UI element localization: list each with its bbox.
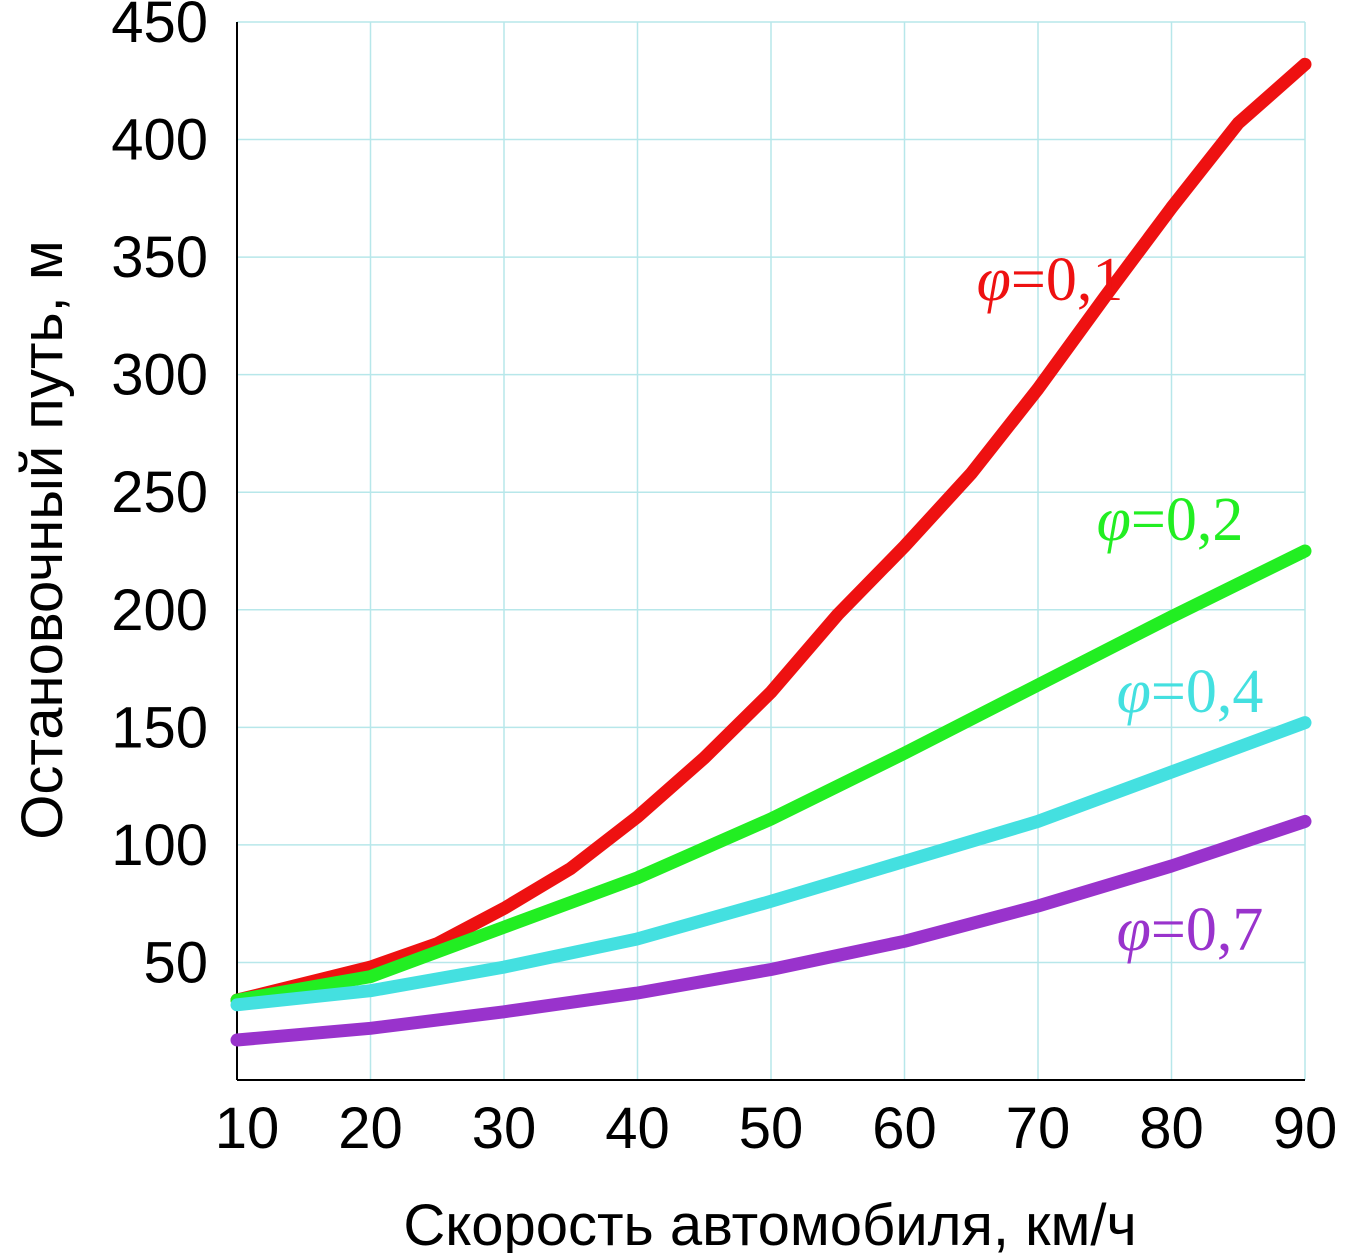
y-tick-label-150: 150 [111,695,208,760]
y-tick-label-350: 350 [111,225,208,290]
x-tick-label-50: 50 [739,1096,804,1161]
x-tick-label-90: 90 [1273,1096,1338,1161]
y-axis-title: Остановочный путь, м [10,240,75,839]
x-tick-label-60: 60 [872,1096,937,1161]
x-tick-label-70: 70 [1006,1096,1071,1161]
series-label-4: φ=0,7 [1117,896,1264,964]
y-tick-label-200: 200 [111,578,208,643]
series-label-1: φ=0,1 [977,246,1124,314]
x-tick-label-10: 10 [215,1096,280,1161]
series-label-2: φ=0,2 [1097,486,1244,554]
series-line-1 [230,57,1312,1007]
series-line-3 [230,716,1312,1012]
series-line-4 [230,814,1312,1047]
series-lines [230,57,1312,1047]
grid [237,21,1306,1080]
y-tick-label-450: 450 [111,0,208,55]
y-tick-label-100: 100 [111,813,208,878]
x-tick-label-20: 20 [338,1096,403,1161]
x-tick-label-40: 40 [605,1096,670,1161]
series-label-3: φ=0,4 [1117,658,1264,726]
y-tick-label-50: 50 [143,930,208,995]
y-tick-label-300: 300 [111,343,208,408]
series-line-2 [230,544,1312,1007]
x-axis-title: Скорость автомобиля, км/ч [403,1193,1136,1253]
y-tick-label-400: 400 [111,108,208,173]
x-tick-label-30: 30 [472,1096,537,1161]
axes: 10 20 30 40 50 60 70 80 90 50 100 150 200 250 300 350 40… [111,0,1337,1161]
series-labels: φ=0,1 φ=0,2 φ=0,4 φ=0,7 [977,246,1264,964]
x-tick-label-80: 80 [1139,1096,1204,1161]
y-tick-label-250: 250 [111,460,208,525]
